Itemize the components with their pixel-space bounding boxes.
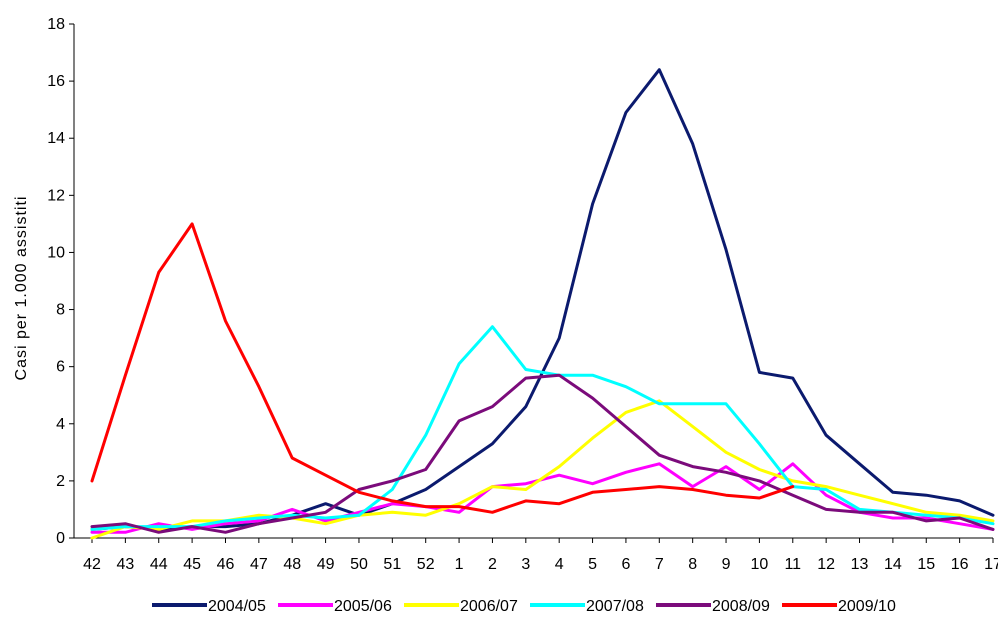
x-tick-label: 4 <box>555 556 564 573</box>
series-line-2009-10 <box>90 222 795 514</box>
x-tick-label: 8 <box>688 556 697 573</box>
y-tick-label: 14 <box>47 130 65 147</box>
y-tick-label: 0 <box>56 530 65 547</box>
x-tick-label: 10 <box>751 556 769 573</box>
x-tick-label: 13 <box>851 556 869 573</box>
x-tick-label: 51 <box>383 556 401 573</box>
y-tick-label: 10 <box>47 244 65 261</box>
x-axis: 42 43 44 45 46 47 48 49 50 51 52 1 2 3 4 5 6 7 8 9 10 11 12 13 1… <box>74 537 998 573</box>
x-tick-label: 52 <box>417 556 435 573</box>
legend-label: 2004/05 <box>208 598 266 615</box>
x-tick-label: 7 <box>655 556 664 573</box>
series-line-2007-08 <box>90 325 995 531</box>
y-tick-label: 6 <box>56 359 65 376</box>
series-line-2004-05 <box>90 68 995 531</box>
series-line-2008-09 <box>90 373 995 534</box>
x-tick-label: 5 <box>588 556 597 573</box>
legend-label: 2008/09 <box>712 598 770 615</box>
x-tick-label: 17 <box>984 556 998 573</box>
x-tick-label: 49 <box>317 556 335 573</box>
x-tick-label: 2 <box>488 556 497 573</box>
series-layer <box>90 68 995 540</box>
x-tick-label: 46 <box>217 556 235 573</box>
x-tick-label: 1 <box>455 556 464 573</box>
x-tick-label: 11 <box>784 556 801 573</box>
y-tick-label: 8 <box>56 302 65 319</box>
x-tick-label: 12 <box>817 556 835 573</box>
x-tick-label: 42 <box>83 556 101 573</box>
x-tick-label: 48 <box>283 556 301 573</box>
y-tick-label: 2 <box>56 473 65 490</box>
legend: 2004/05 2005/06 2006/07 2007/08 2008/09 2009/… <box>152 598 896 615</box>
x-tick-label: 14 <box>884 556 902 573</box>
legend-label: 2009/10 <box>838 598 896 615</box>
legend-label: 2007/08 <box>586 598 644 615</box>
y-tick-label: 12 <box>47 187 65 204</box>
series-line-2006-07 <box>90 399 995 540</box>
x-tick-label: 9 <box>722 556 731 573</box>
x-tick-label: 6 <box>621 556 630 573</box>
x-tick-label: 47 <box>250 556 268 573</box>
x-tick-label: 44 <box>150 556 168 573</box>
y-axis-title: Casi per 1.000 assistiti <box>13 196 30 381</box>
x-tick-label: 50 <box>350 556 368 573</box>
y-tick-label: 16 <box>47 73 65 90</box>
x-tick-label: 15 <box>917 556 935 573</box>
x-tick-label: 16 <box>951 556 969 573</box>
x-tick-label: 3 <box>521 556 530 573</box>
y-tick-label: 18 <box>47 16 65 33</box>
y-tick-label: 4 <box>56 416 65 433</box>
y-axis: 0 2 4 6 8 10 12 14 16 18 <box>47 16 75 547</box>
legend-label: 2005/06 <box>334 598 392 615</box>
x-tick-label: 45 <box>183 556 201 573</box>
legend-label: 2006/07 <box>460 598 518 615</box>
x-tick-label: 43 <box>116 556 134 573</box>
